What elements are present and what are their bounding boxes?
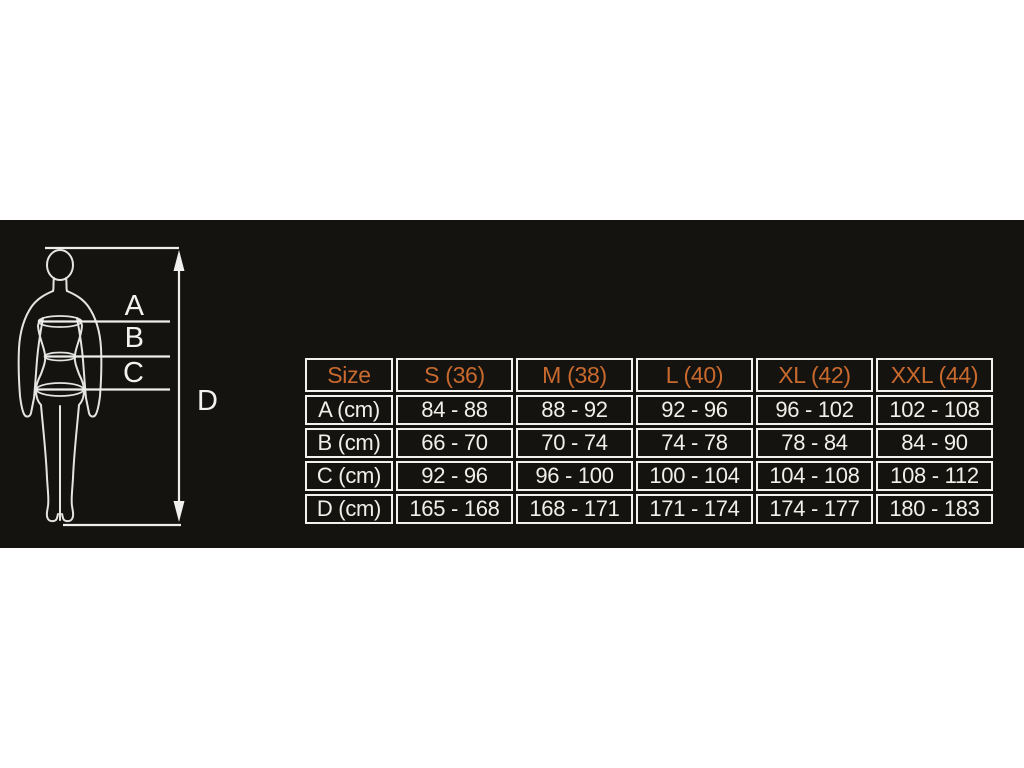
arrow-down-icon xyxy=(173,501,185,522)
body-left-outline xyxy=(17,290,59,523)
height-arrow xyxy=(173,250,185,522)
value-cell: 165 - 168 xyxy=(396,494,513,524)
row-label: A (cm) xyxy=(305,395,393,425)
size-corner-header: Size xyxy=(305,358,393,392)
value-cell: 96 - 102 xyxy=(756,395,873,425)
female-figure-icon xyxy=(17,249,103,523)
value-cell: 66 - 70 xyxy=(396,428,513,458)
row-label: B (cm) xyxy=(305,428,393,458)
value-cell: 108 - 112 xyxy=(876,461,993,491)
body-measurement-diagram: A B C D xyxy=(17,246,218,527)
height-label: D xyxy=(197,385,218,417)
hip-label: C xyxy=(123,357,144,389)
value-cell: 171 - 174 xyxy=(636,494,753,524)
row-label: D (cm) xyxy=(305,494,393,524)
value-cell: 180 - 183 xyxy=(876,494,993,524)
value-cell: 74 - 78 xyxy=(636,428,753,458)
value-cell: 92 - 96 xyxy=(396,461,513,491)
value-cell: 88 - 92 xyxy=(516,395,633,425)
value-cell: 104 - 108 xyxy=(756,461,873,491)
value-cell: 84 - 90 xyxy=(876,428,993,458)
row-label: C (cm) xyxy=(305,461,393,491)
table-row: D (cm) 165 - 168 168 - 171 171 - 174 174… xyxy=(305,494,993,524)
body-right-outline xyxy=(61,290,103,523)
table-row: A (cm) 84 - 88 88 - 92 92 - 96 96 - 102 … xyxy=(305,395,993,425)
value-cell: 92 - 96 xyxy=(636,395,753,425)
value-cell: 100 - 104 xyxy=(636,461,753,491)
value-cell: 174 - 177 xyxy=(756,494,873,524)
waist-label: B xyxy=(125,322,144,354)
value-cell: 102 - 108 xyxy=(876,395,993,425)
value-cell: 70 - 74 xyxy=(516,428,633,458)
table-row: B (cm) 66 - 70 70 - 74 74 - 78 78 - 84 8… xyxy=(305,428,993,458)
value-cell: 84 - 88 xyxy=(396,395,513,425)
table-header-row: Size S (36) M (38) L (40) XL (42) XXL (4… xyxy=(305,358,993,392)
table-row: C (cm) 92 - 96 96 - 100 100 - 104 104 - … xyxy=(305,461,993,491)
value-cell: 78 - 84 xyxy=(756,428,873,458)
value-cell: 96 - 100 xyxy=(516,461,633,491)
size-chart-table: Size S (36) M (38) L (40) XL (42) XXL (4… xyxy=(302,355,996,527)
head-outline xyxy=(46,249,74,281)
column-header-s: S (36) xyxy=(396,358,513,392)
bust-label: A xyxy=(125,290,145,322)
column-header-l: L (40) xyxy=(636,358,753,392)
column-header-xxl: XXL (44) xyxy=(876,358,993,392)
column-header-xl: XL (42) xyxy=(756,358,873,392)
arrow-up-icon xyxy=(173,250,185,271)
column-header-m: M (38) xyxy=(516,358,633,392)
value-cell: 168 - 171 xyxy=(516,494,633,524)
